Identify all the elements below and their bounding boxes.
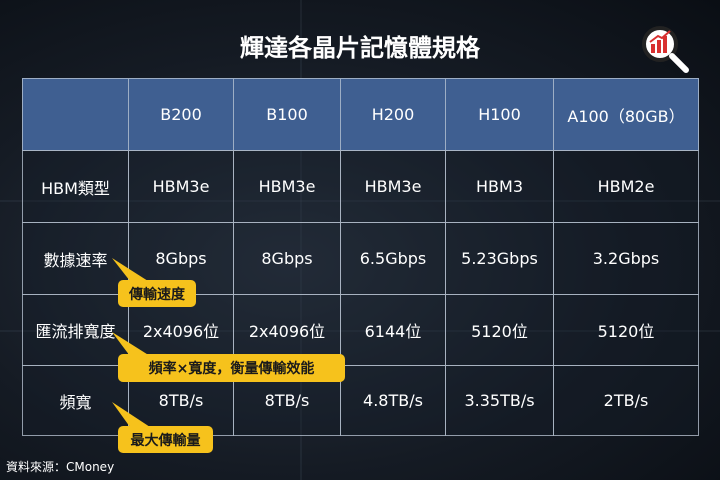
table-cell: HBM2e [553, 150, 699, 223]
source: 資料來源：CMoney [6, 460, 115, 474]
table-cell: 5.23Gbps [445, 222, 554, 295]
table-cell: 5120位 [445, 294, 554, 366]
table-cell: HBM3e [340, 150, 446, 223]
callout: 傳輸速度 [118, 280, 196, 307]
row-label: HBM類型 [22, 150, 129, 223]
title: 輝達各晶片記憶體規格 [240, 34, 480, 62]
table-cell: 3.2Gbps [553, 222, 699, 295]
table-cell: 4.8TB/s [340, 365, 446, 436]
table-cell: 3.35TB/s [445, 365, 554, 436]
callout: 最大傳輸量 [118, 426, 213, 453]
callout-arrow [112, 332, 150, 356]
callout-arrow [112, 258, 148, 281]
callout-arrow [112, 402, 150, 427]
row-label: 匯流排寬度 [22, 294, 129, 366]
background-trace [0, 330, 720, 332]
table-cell: 2TB/s [553, 365, 699, 436]
column-header: H100 [445, 78, 554, 151]
table-cell: HBM3e [128, 150, 234, 223]
table-cell: 6.5Gbps [340, 222, 446, 295]
background-trace [300, 0, 302, 480]
background-trace [0, 200, 720, 202]
table-cell: HBM3 [445, 150, 554, 223]
callout: 頻率×寬度，衡量傳輸效能 [118, 354, 345, 382]
logo-icon [642, 26, 689, 73]
table-cell: 8Gbps [233, 222, 341, 295]
column-header: B100 [233, 78, 341, 151]
row-label: 頻寬 [22, 365, 129, 436]
table-cell: 5120位 [553, 294, 699, 366]
column-header: A100（80GB） [553, 78, 699, 151]
